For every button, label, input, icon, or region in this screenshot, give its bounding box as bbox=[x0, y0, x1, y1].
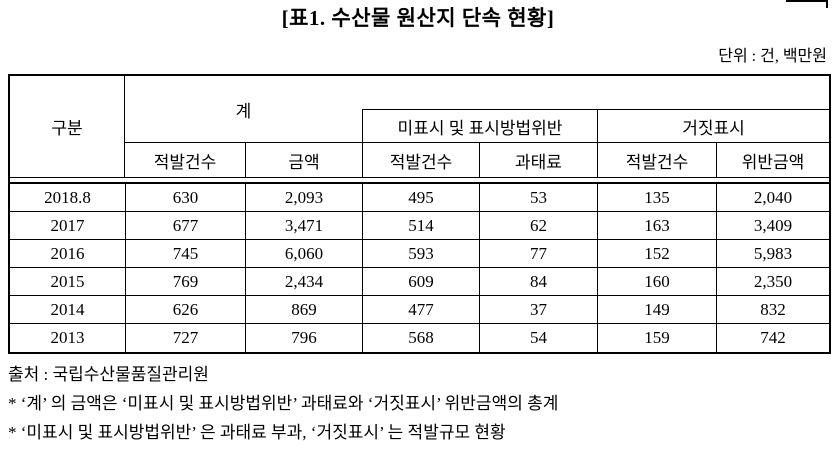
cell: 796 bbox=[245, 324, 362, 352]
cell: 593 bbox=[362, 240, 479, 267]
row-label: 2018.8 bbox=[44, 187, 91, 207]
enforcement-table: 구분 계 미표시 및 표시방법위반 거짓표시 적발건수 금액 적발건수 과태료 … bbox=[8, 74, 831, 354]
cell: 630 bbox=[125, 184, 245, 211]
row-label: 2016 bbox=[50, 243, 85, 263]
column-group-false-labeling: 거짓표시 bbox=[597, 110, 829, 143]
row-label: 2015 bbox=[50, 271, 85, 291]
table-body: 2018.8 630 2,093 495 53 135 2,040 2017 6… bbox=[10, 182, 829, 352]
cell: 135 bbox=[597, 184, 716, 211]
row-label: 2017 bbox=[50, 215, 85, 235]
cell: 159 bbox=[597, 324, 716, 352]
cell: 5,983 bbox=[716, 240, 829, 267]
cell: 727 bbox=[125, 324, 245, 352]
cell: 677 bbox=[125, 212, 245, 239]
cell: 2,093 bbox=[245, 184, 362, 211]
unit-label: 단위 : 건, 백만원 bbox=[718, 48, 827, 65]
header-empty-area bbox=[362, 76, 829, 110]
page-title: [표1. 수산물 원산지 단속 현황] bbox=[281, 6, 555, 30]
cell: 745 bbox=[125, 240, 245, 267]
table-row: 2015 769 2,434 609 84 160 2,350 bbox=[10, 268, 829, 296]
table-row: 2018.8 630 2,093 495 53 135 2,040 bbox=[10, 184, 829, 212]
cell: 37 bbox=[479, 296, 597, 323]
cell: 514 bbox=[362, 212, 479, 239]
header-body-divider-gap bbox=[10, 178, 829, 182]
cell: 54 bbox=[479, 324, 597, 352]
column-header-false-cases: 적발건수 bbox=[597, 143, 716, 177]
source-note: 출처 : 국립수산물품질관리원 bbox=[8, 365, 209, 384]
cell: 2,350 bbox=[716, 268, 829, 295]
column-header-nonlabeling-cases: 적발건수 bbox=[362, 143, 479, 177]
cell: 53 bbox=[479, 184, 597, 211]
cell: 832 bbox=[716, 296, 829, 323]
cell: 568 bbox=[362, 324, 479, 352]
cell: 477 bbox=[362, 296, 479, 323]
cell: 609 bbox=[362, 268, 479, 295]
cropped-box-corner bbox=[786, 0, 828, 8]
column-header-total-cases: 적발건수 bbox=[153, 152, 217, 172]
cell: 3,409 bbox=[716, 212, 829, 239]
cell: 769 bbox=[125, 268, 245, 295]
cell: 149 bbox=[597, 296, 716, 323]
table-header: 구분 계 미표시 및 표시방법위반 거짓표시 적발건수 금액 적발건수 과태료 … bbox=[10, 76, 829, 178]
column-group-total: 계 bbox=[125, 76, 362, 143]
cell: 626 bbox=[125, 296, 245, 323]
column-header-false-amount: 위반금액 bbox=[716, 143, 829, 177]
footnotes: 출처 : 국립수산물품질관리원 * ‘계’ 의 금액은 ‘미표시 및 표시방법위… bbox=[8, 360, 558, 447]
cell: 152 bbox=[597, 240, 716, 267]
cell: 160 bbox=[597, 268, 716, 295]
column-header-category: 구분 bbox=[10, 76, 125, 177]
cell: 6,060 bbox=[245, 240, 362, 267]
table-row: 2017 677 3,471 514 62 163 3,409 bbox=[10, 212, 829, 240]
cell: 163 bbox=[597, 212, 716, 239]
cell: 77 bbox=[479, 240, 597, 267]
table-row: 2013 727 796 568 54 159 742 bbox=[10, 324, 829, 352]
cell: 869 bbox=[245, 296, 362, 323]
cell: 2,434 bbox=[245, 268, 362, 295]
row-label: 2013 bbox=[50, 328, 85, 347]
footnote-total-definition: * ‘계’ 의 금액은 ‘미표시 및 표시방법위반’ 과태료와 ‘거짓표시’ 위… bbox=[8, 394, 559, 413]
table-row: 2014 626 869 477 37 149 832 bbox=[10, 296, 829, 324]
cell: 495 bbox=[362, 184, 479, 211]
column-group-nonlabeling: 미표시 및 표시방법위반 bbox=[362, 110, 597, 143]
footnote-category-definition: * ‘미표시 및 표시방법위반’ 은 과태료 부과, ‘거짓표시’ 는 적발규모… bbox=[8, 423, 506, 442]
cell: 62 bbox=[479, 212, 597, 239]
cell: 3,471 bbox=[245, 212, 362, 239]
cell: 742 bbox=[716, 324, 829, 352]
row-label: 2014 bbox=[50, 299, 85, 319]
column-header-nonlabeling-fine: 과태료 bbox=[479, 143, 597, 177]
cell: 2,040 bbox=[716, 184, 829, 211]
cell: 84 bbox=[479, 268, 597, 295]
column-header-total-amount: 금액 bbox=[245, 143, 362, 177]
table-row: 2016 745 6,060 593 77 152 5,983 bbox=[10, 240, 829, 268]
